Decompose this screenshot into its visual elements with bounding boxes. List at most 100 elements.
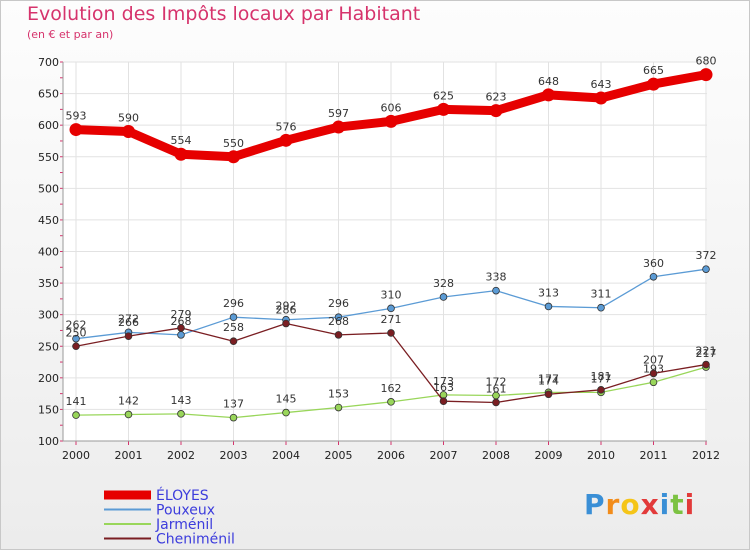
data-label: 266: [118, 316, 139, 329]
data-point: [702, 265, 710, 273]
data-label: 625: [433, 89, 454, 102]
y-tick-label: 200: [38, 372, 59, 385]
logo-letter: i: [684, 488, 696, 521]
data-point: [439, 293, 448, 301]
data-label: 145: [276, 393, 297, 406]
data-label: 181: [591, 370, 612, 383]
data-label: 597: [328, 107, 349, 120]
data-point: [177, 324, 185, 332]
data-point: [177, 410, 185, 418]
data-label: 593: [66, 110, 87, 123]
data-label: 648: [538, 75, 559, 88]
data-point: [384, 114, 398, 128]
data-point: [72, 342, 80, 351]
y-tick-label: 300: [38, 309, 59, 322]
data-point: [124, 410, 133, 419]
data-point: [439, 397, 448, 406]
data-point: [229, 413, 238, 422]
logo-letter: i: [659, 488, 671, 521]
data-point: [229, 337, 238, 345]
data-point: [387, 398, 395, 406]
data-label: 258: [223, 321, 244, 334]
x-tick-label: 2012: [692, 449, 720, 462]
data-label: 143: [171, 394, 192, 407]
data-point: [124, 332, 133, 340]
data-label: 172: [486, 376, 507, 389]
x-tick-label: 2008: [482, 449, 510, 462]
data-label: 174: [538, 374, 559, 387]
data-label: 643: [591, 78, 612, 91]
data-label: 221: [696, 345, 717, 358]
data-point: [492, 286, 500, 295]
x-tick-label: 2011: [640, 449, 668, 462]
data-point: [229, 313, 238, 321]
data-label: 177: [538, 372, 559, 385]
data-label: 372: [696, 249, 717, 262]
data-point: [227, 150, 240, 164]
x-tick-label: 2003: [220, 449, 248, 462]
logo-letter: P: [584, 488, 606, 521]
data-label: 153: [328, 388, 349, 401]
data-point: [597, 386, 605, 394]
data-label: 292: [276, 300, 297, 313]
data-point: [594, 91, 608, 105]
logo-letter: x: [640, 488, 660, 521]
data-label: 271: [381, 313, 402, 326]
data-label: 313: [538, 286, 559, 299]
data-point: [334, 403, 343, 412]
data-point: [702, 360, 710, 369]
data-point: [122, 124, 135, 138]
x-tick-label: 2006: [377, 449, 405, 462]
data-point: [647, 77, 660, 91]
data-label: 173: [433, 375, 454, 388]
data-label: 268: [328, 315, 349, 328]
x-tick-label: 2004: [272, 449, 300, 462]
data-label: 680: [696, 55, 717, 68]
data-point: [332, 120, 345, 134]
data-point: [544, 302, 553, 311]
x-tick-label: 2007: [430, 449, 458, 462]
y-tick-label: 600: [38, 119, 59, 132]
data-point: [597, 303, 605, 312]
y-tick-label: 350: [38, 277, 59, 290]
data-label: 286: [276, 304, 297, 317]
y-tick-label: 250: [38, 340, 59, 353]
data-point: [542, 88, 555, 102]
data-point: [699, 68, 713, 82]
data-label: 262: [66, 319, 87, 332]
chart-subtitle: (en € et par an): [27, 28, 114, 41]
data-point: [282, 319, 290, 328]
data-point: [334, 313, 343, 321]
data-label: 554: [171, 134, 192, 147]
data-label: 162: [381, 382, 402, 395]
data-label: 141: [66, 395, 87, 408]
series-4: 250 266 279 258 286 268 271 163 161 174 181 207 221: [66, 304, 717, 407]
data-point: [492, 398, 500, 407]
data-point: [649, 378, 658, 387]
logo-letter: t: [670, 488, 685, 521]
data-label: 268: [171, 315, 192, 328]
y-tick-label: 650: [38, 88, 59, 101]
y-tick-label: 550: [38, 151, 59, 164]
data-label: 250: [66, 326, 87, 339]
data-point: [72, 334, 80, 343]
y-tick-label: 150: [38, 403, 59, 416]
y-tick-label: 700: [38, 56, 59, 69]
data-point: [334, 331, 343, 339]
data-point: [387, 329, 395, 337]
legend-label: Cheniménil: [156, 532, 235, 548]
data-label: 279: [171, 308, 192, 321]
proxiti-logo: Proxiti: [584, 488, 695, 521]
data-label: 217: [696, 347, 717, 360]
data-point: [649, 369, 658, 378]
y-tick-label: 500: [38, 182, 59, 195]
data-label: 606: [381, 101, 402, 114]
legend-label: Pouxeux: [156, 503, 215, 519]
data-point: [72, 411, 80, 419]
legend-label: ÉLOYES: [156, 487, 209, 504]
y-tick-label: 450: [38, 214, 59, 227]
data-label: 296: [328, 297, 349, 310]
